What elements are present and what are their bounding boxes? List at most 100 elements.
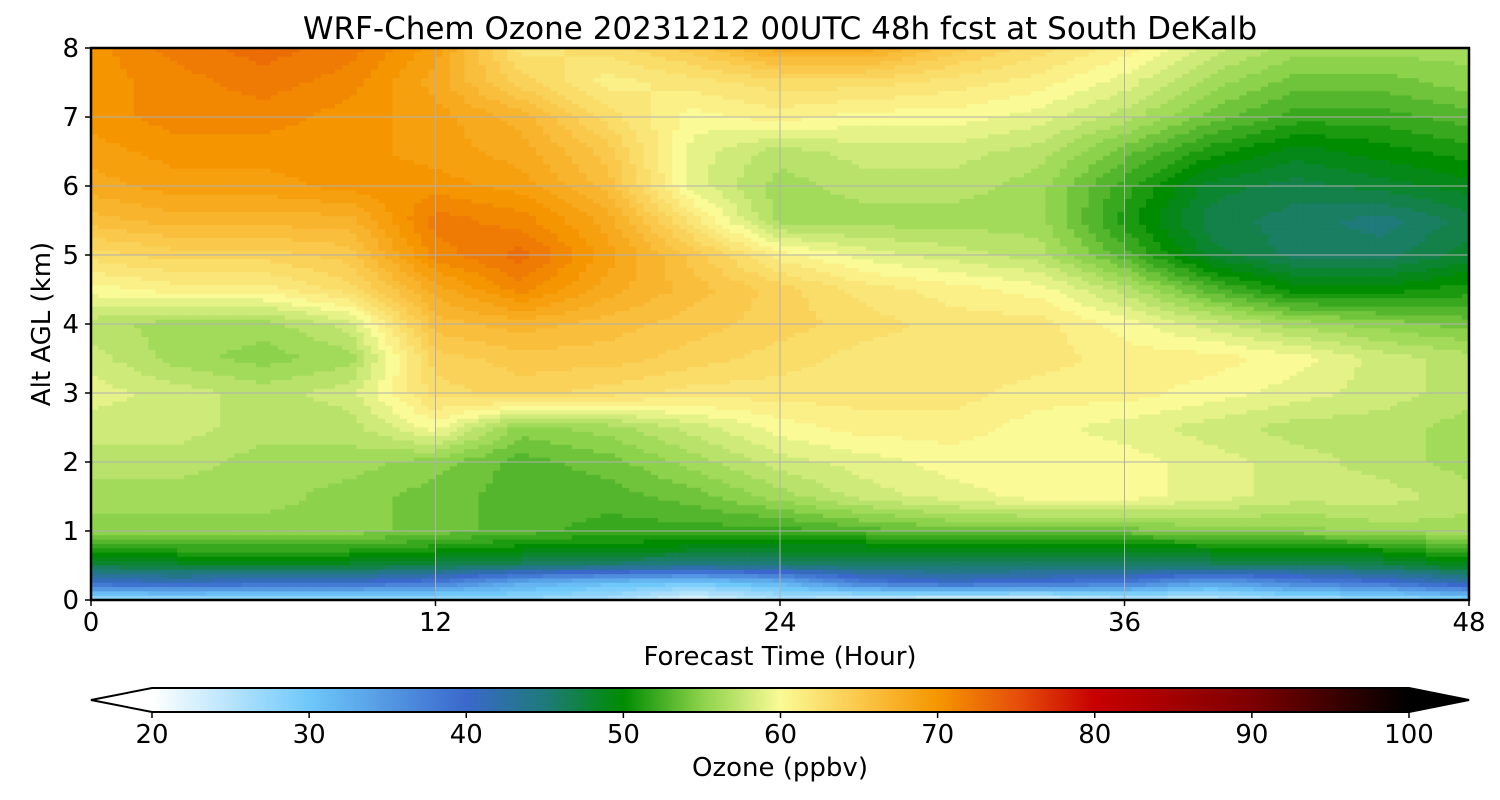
heatmap-cell <box>342 125 350 131</box>
heatmap-cell <box>959 121 968 127</box>
heatmap-cell <box>1246 60 1255 66</box>
heatmap-cell <box>291 155 300 161</box>
heatmap-cell <box>134 60 142 66</box>
heatmap-cell <box>1289 108 1298 114</box>
heatmap-cell <box>413 52 422 58</box>
heatmap-cell <box>557 78 566 84</box>
heatmap-cell <box>1102 121 1111 127</box>
heatmap-cell <box>1052 142 1061 148</box>
heatmap-cell <box>1203 78 1212 84</box>
heatmap-cell <box>679 138 688 144</box>
heatmap-cell <box>1016 78 1025 84</box>
heatmap-cell <box>1074 147 1083 153</box>
heatmap-cell <box>959 147 968 153</box>
heatmap-cell <box>162 151 171 157</box>
heatmap-cell <box>256 78 264 84</box>
heatmap-cell <box>902 104 910 109</box>
heatmap-cell <box>1390 91 1398 97</box>
heatmap-cell <box>787 147 795 153</box>
heatmap-cell <box>428 82 437 88</box>
heatmap-cell <box>342 69 350 75</box>
heatmap-cell <box>758 138 767 144</box>
heatmap-cell <box>507 91 516 97</box>
heatmap-cell <box>1074 56 1083 62</box>
heatmap-cell <box>356 129 365 135</box>
heatmap-cell <box>636 73 645 79</box>
heatmap-cell <box>794 48 803 53</box>
heatmap-cell <box>1368 86 1377 92</box>
heatmap-cell <box>593 121 602 127</box>
heatmap-cell <box>780 138 788 144</box>
heatmap-cell <box>213 65 221 71</box>
heatmap-cell <box>937 121 946 127</box>
heatmap-cell <box>234 56 243 62</box>
heatmap-cell <box>1181 48 1190 53</box>
heatmap-cell <box>270 134 279 140</box>
heatmap-cell <box>507 78 516 84</box>
heatmap-cell <box>500 86 508 92</box>
heatmap-cell <box>693 142 702 148</box>
heatmap-cell <box>1138 86 1147 92</box>
heatmap-cell <box>342 56 350 62</box>
heatmap-cell <box>256 99 264 105</box>
heatmap-cell <box>299 60 307 66</box>
heatmap-cell <box>873 151 882 157</box>
heatmap-cell <box>119 147 128 153</box>
heatmap-cell <box>241 151 250 157</box>
heatmap-cell <box>858 134 867 140</box>
heatmap-cell <box>1110 82 1118 88</box>
heatmap-cell <box>1433 117 1441 122</box>
heatmap-cell <box>1102 117 1111 122</box>
heatmap-cell <box>952 95 961 101</box>
heatmap-cell <box>622 99 630 105</box>
heatmap-cell <box>213 60 221 66</box>
heatmap-cell <box>1138 142 1147 148</box>
heatmap-cell <box>966 112 975 118</box>
heatmap-cell <box>112 155 121 161</box>
heatmap-cell <box>600 151 609 157</box>
heatmap-cell <box>1382 65 1391 71</box>
heatmap-cell <box>1296 86 1305 92</box>
heatmap-cell <box>248 108 257 114</box>
heatmap-cell <box>1181 125 1190 131</box>
heatmap-cell <box>902 52 910 58</box>
heatmap-cell <box>736 82 745 88</box>
heatmap-cell <box>1246 112 1255 118</box>
heatmap-cell <box>213 52 221 58</box>
heatmap-cell <box>1461 112 1469 118</box>
heatmap-cell <box>220 104 228 109</box>
heatmap-cell <box>923 138 932 144</box>
heatmap-cell <box>945 142 953 148</box>
heatmap-cell <box>148 112 157 118</box>
heatmap-cell <box>126 134 135 140</box>
heatmap-cell <box>1418 73 1427 79</box>
heatmap-cell <box>1253 142 1262 148</box>
heatmap-cell <box>794 147 803 153</box>
heatmap-cell <box>248 95 257 101</box>
heatmap-cell <box>1433 121 1441 127</box>
heatmap-cell <box>270 129 279 135</box>
heatmap-cell <box>184 108 193 114</box>
heatmap-cell <box>629 125 638 131</box>
heatmap-cell <box>1368 60 1377 66</box>
heatmap-cell <box>370 99 379 105</box>
heatmap-cell <box>1368 134 1377 140</box>
heatmap-cell <box>600 91 609 97</box>
heatmap-cell <box>1160 73 1169 79</box>
heatmap-cell <box>1260 125 1269 131</box>
heatmap-cell <box>607 117 616 122</box>
heatmap-cell <box>277 56 286 62</box>
heatmap-cell <box>1110 147 1118 153</box>
heatmap-cell <box>729 147 738 153</box>
heatmap-cell <box>980 147 989 153</box>
heatmap-cell <box>751 108 760 114</box>
heatmap-cell <box>256 86 264 92</box>
heatmap-cell <box>528 125 537 131</box>
heatmap-cell <box>758 134 767 140</box>
heatmap-cell <box>1447 125 1456 131</box>
heatmap-cell <box>1117 52 1126 58</box>
heatmap-cell <box>500 129 508 135</box>
heatmap-cell <box>320 65 329 71</box>
heatmap-cell <box>894 56 903 62</box>
